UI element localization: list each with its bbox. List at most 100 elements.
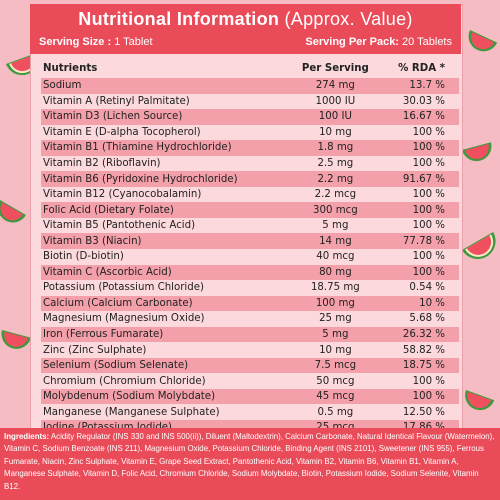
nutrient-name: Vitamin B6 (Pyridoxine Hydrochloride) bbox=[41, 171, 291, 187]
servings-per-pack: Serving Per Pack: 20 Tablets bbox=[305, 36, 452, 48]
watermelon-slice-icon bbox=[0, 200, 26, 223]
nutrient-name: Potassium (Potassium Chloride) bbox=[43, 282, 204, 294]
table-row: Folic Acid (Dietary Folate) 300 mcg 100 % bbox=[41, 202, 459, 218]
per-serving-value: 50 mcg bbox=[316, 375, 355, 387]
table-row: Potassium (Potassium Chloride) 18.75 mg 0.… bbox=[41, 280, 459, 296]
per-serving-value: 1.8 mg bbox=[290, 140, 380, 156]
table-row: Zinc (Zinc Sulphate) 10 mg 58.82 % bbox=[41, 342, 459, 358]
table-row: Iron (Ferrous Fumarate) 5 mg 26.32 % bbox=[41, 326, 459, 343]
table-row: Manganese (Manganese Sulphate) 0.5 mg 12.5… bbox=[41, 404, 459, 420]
table-row: Biotin (D-biotin) 40 mcg 100 % bbox=[41, 249, 459, 265]
nutrient-name: Vitamin B12 (Cyanocobalamin) bbox=[43, 189, 202, 201]
column-header-nutrients: Nutrients bbox=[43, 62, 98, 74]
watermelon-slice-icon bbox=[465, 390, 495, 411]
table-row: Magnesium (Magnesium Oxide) 25 mg 5.68 % bbox=[41, 311, 459, 327]
rda-value: 100 % bbox=[412, 375, 445, 387]
rda-value: 30.03 % bbox=[402, 95, 445, 107]
per-serving-value: 10 mg bbox=[319, 344, 352, 356]
rda-value: 58.82 % bbox=[402, 344, 445, 356]
per-serving-value: 45 mcg bbox=[290, 388, 380, 405]
rda-value: 100 % bbox=[412, 251, 445, 263]
ingredients-box: Ingredients: Acidity Regulator (INS 330 … bbox=[0, 428, 500, 500]
nutrient-name: Vitamin E (D-alpha Tocopherol) bbox=[43, 126, 201, 138]
ingredients-label: Ingredients: bbox=[4, 432, 50, 441]
ingredients-text: Acidity Regulator (INS 330 and INS 500(i… bbox=[4, 432, 495, 491]
nutrient-name: Biotin (D-biotin) bbox=[43, 251, 124, 263]
watermelon-slice-icon bbox=[468, 30, 498, 52]
table-row: Calcium (Calcium Carbonate) 100 mg 10 % bbox=[41, 295, 459, 312]
rda-value: 100 % bbox=[412, 220, 445, 232]
rda-value: 100 % bbox=[412, 189, 445, 201]
table-row: Vitamin C (Ascorbic Acid) 80 mg 100 % bbox=[41, 264, 459, 281]
nutrient-name: Manganese (Manganese Sulphate) bbox=[43, 406, 220, 418]
per-serving-value: 80 mg bbox=[290, 264, 380, 281]
table-header-row: Nutrients Per Serving % RDA * bbox=[41, 58, 459, 78]
per-serving-value: 0.5 mg bbox=[317, 406, 354, 418]
title-sub: (Approx. Value) bbox=[284, 9, 413, 29]
nutrient-name: Vitamin A (Retinyl Palmitate) bbox=[43, 95, 190, 107]
per-serving-value: 14 mg bbox=[290, 233, 380, 250]
nutrient-name: Vitamin D3 (Lichen Source) bbox=[41, 109, 291, 125]
per-serving-value: 100 mg bbox=[290, 295, 380, 312]
servings-value: 20 Tablets bbox=[402, 36, 452, 48]
nutrient-name: Vitamin C (Ascorbic Acid) bbox=[41, 264, 291, 281]
rda-value: 16.67 % bbox=[379, 109, 459, 125]
table-row: Selenium (Sodium Selenate) 7.5 mcg 18.75 % bbox=[41, 357, 459, 374]
rda-value: 100 % bbox=[412, 158, 445, 169]
rda-value: 18.75 % bbox=[379, 357, 459, 374]
nutrient-name: Molybdenum (Sodium Molybdate) bbox=[41, 388, 291, 405]
table-row: Vitamin B2 (Riboflavin) 2.5 mg 100 % bbox=[41, 156, 459, 172]
rda-value: 0.54 % bbox=[409, 282, 445, 294]
serving-size-value: 1 Tablet bbox=[114, 36, 153, 48]
table-row: Vitamin B3 (Niacin) 14 mg 77.78 % bbox=[41, 233, 459, 250]
nutrient-name: Magnesium (Magnesium Oxide) bbox=[43, 313, 205, 325]
servings-label: Serving Per Pack: bbox=[305, 36, 399, 48]
rda-value: 5.68 % bbox=[409, 313, 445, 325]
nutrient-name: Vitamin B2 (Riboflavin) bbox=[43, 158, 161, 169]
per-serving-value: 1000 IU bbox=[315, 95, 356, 107]
nutrition-header: Nutritional Information (Approx. Value) … bbox=[30, 4, 461, 54]
watermelon-slice-icon bbox=[462, 232, 496, 259]
rda-value: 26.32 % bbox=[379, 326, 459, 343]
per-serving-value: 274 mg bbox=[290, 78, 380, 94]
column-header-per-serving: Per Serving bbox=[301, 62, 369, 74]
table-row: Vitamin E (D-alpha Tocopherol) 10 mg 100 % bbox=[41, 125, 459, 141]
nutrient-name: Zinc (Zinc Sulphate) bbox=[43, 344, 147, 356]
per-serving-value: 18.75 mg bbox=[310, 282, 360, 294]
nutrient-name: Sodium bbox=[41, 78, 291, 94]
table-row: Vitamin B12 (Cyanocobalamin) 2.2 mcg 100 % bbox=[41, 187, 459, 203]
rda-value: 91.67 % bbox=[379, 171, 459, 187]
rda-value: 77.78 % bbox=[379, 233, 459, 250]
watermelon-slice-icon bbox=[1, 330, 31, 349]
table-row: Sodium 274 mg 13.7 % bbox=[41, 78, 459, 94]
nutrient-name: Vitamin B1 (Thiamine Hydrochloride) bbox=[41, 140, 291, 156]
per-serving-value: 5 mg bbox=[322, 220, 349, 232]
title-main: Nutritional Information bbox=[78, 9, 280, 29]
rda-value: 100 % bbox=[412, 126, 445, 138]
column-header-rda: % RDA * bbox=[398, 62, 445, 74]
per-serving-value: 2.2 mcg bbox=[314, 189, 357, 201]
table-row: Vitamin A (Retinyl Palmitate) 1000 IU 30.0… bbox=[41, 94, 459, 110]
per-serving-value: 100 IU bbox=[290, 109, 380, 125]
rda-value: 100 % bbox=[379, 140, 459, 156]
per-serving-value: 300 mcg bbox=[290, 202, 380, 218]
nutrient-name: Selenium (Sodium Selenate) bbox=[41, 357, 291, 374]
serving-size: Serving Size : 1 Tablet bbox=[39, 36, 153, 48]
table-row: Vitamin B1 (Thiamine Hydrochloride) 1.8 m… bbox=[41, 140, 459, 156]
table-row: Vitamin D3 (Lichen Source) 100 IU 16.67 % bbox=[41, 109, 459, 125]
table-row: Chromium (Chromium Chloride) 50 mcg 100 % bbox=[41, 373, 459, 389]
serving-size-label: Serving Size : bbox=[39, 36, 112, 48]
table-row: Molybdenum (Sodium Molybdate) 45 mcg 100 % bbox=[41, 388, 459, 405]
rda-value: 10 % bbox=[379, 295, 459, 312]
per-serving-value: 10 mg bbox=[319, 126, 352, 138]
table-row: Vitamin B6 (Pyridoxine Hydrochloride) 2.2… bbox=[41, 171, 459, 187]
per-serving-value: 5 mg bbox=[290, 326, 380, 343]
page-title: Nutritional Information (Approx. Value) bbox=[30, 9, 461, 30]
rda-value: 100 % bbox=[379, 202, 459, 218]
per-serving-value: 2.5 mg bbox=[317, 158, 354, 169]
nutrient-name: Iron (Ferrous Fumarate) bbox=[41, 326, 291, 343]
nutrient-name: Folic Acid (Dietary Folate) bbox=[41, 202, 291, 218]
per-serving-value: 2.2 mg bbox=[290, 171, 380, 187]
nutrient-name: Vitamin B3 (Niacin) bbox=[41, 233, 291, 250]
